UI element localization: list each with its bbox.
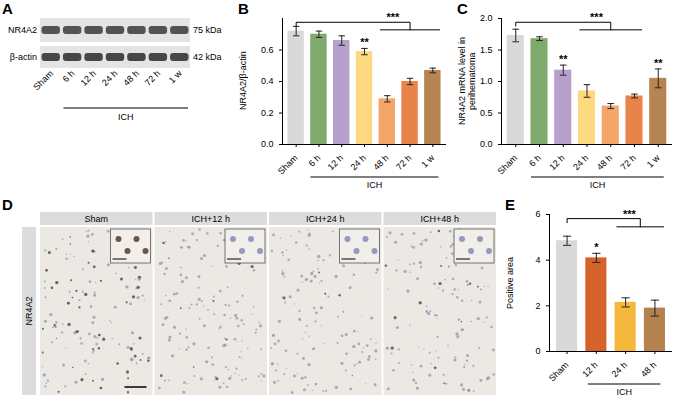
svg-text:0.6: 0.6: [261, 45, 274, 55]
html-text:B: B: [238, 0, 249, 17]
svg-text:**: **: [654, 57, 663, 69]
svg-text:ICH+48 h: ICH+48 h: [421, 214, 459, 224]
html-text:NR4A2/β-actin: NR4A2/β-actin: [238, 51, 248, 111]
svg-text:1 w: 1 w: [419, 152, 436, 169]
svg-text:6: 6: [535, 209, 540, 219]
svg-text:***: ***: [623, 208, 637, 220]
svg-text:72 h: 72 h: [618, 153, 637, 172]
svg-text:***: ***: [387, 11, 401, 23]
svg-text:6 h: 6 h: [61, 68, 77, 84]
svg-text:48 h: 48 h: [121, 68, 140, 87]
svg-text:24 h: 24 h: [571, 153, 590, 172]
svg-text:1 w: 1 w: [645, 152, 662, 169]
svg-text:0.2: 0.2: [261, 108, 274, 118]
svg-text:Sham: Sham: [496, 153, 520, 177]
svg-text:24 h: 24 h: [610, 360, 629, 379]
svg-text:0.5: 0.5: [480, 108, 493, 118]
svg-text:0.0: 0.0: [480, 139, 493, 149]
svg-text:**: **: [360, 36, 369, 48]
svg-text:*: *: [594, 241, 599, 253]
svg-text:Sham: Sham: [84, 214, 108, 224]
svg-text:ICH: ICH: [367, 180, 383, 190]
html-text:D: D: [2, 196, 13, 213]
svg-text:**: **: [559, 53, 568, 65]
svg-text:Sham: Sham: [276, 153, 300, 177]
svg-text:48 h: 48 h: [371, 153, 390, 172]
svg-text:Sham: Sham: [547, 360, 571, 384]
svg-text:12 h: 12 h: [326, 153, 345, 172]
svg-text:42 kDa: 42 kDa: [193, 52, 222, 62]
svg-text:2.0: 2.0: [480, 13, 493, 23]
svg-text:1.5: 1.5: [480, 45, 493, 55]
svg-text:48 h: 48 h: [639, 360, 658, 379]
html-text:E: E: [505, 196, 515, 213]
svg-text:12 h: 12 h: [580, 360, 599, 379]
svg-text:72 h: 72 h: [143, 68, 162, 87]
svg-text:4: 4: [535, 255, 540, 265]
svg-text:1.0: 1.0: [480, 76, 493, 86]
svg-text:NR4A2: NR4A2: [8, 25, 37, 35]
svg-text:12 h: 12 h: [547, 153, 566, 172]
svg-text:Sham: Sham: [31, 68, 55, 92]
svg-text:ICH: ICH: [616, 387, 632, 397]
svg-text:NR4A2: NR4A2: [24, 296, 34, 325]
html-text:NR4A2 mRNA level in perihemato: NR4A2 mRNA level in perihematoma: [457, 37, 477, 125]
svg-text:24 h: 24 h: [100, 68, 119, 87]
svg-text:6 h: 6 h: [527, 153, 543, 169]
svg-text:72 h: 72 h: [394, 153, 413, 172]
svg-text:***: ***: [590, 11, 604, 23]
svg-text:0: 0: [535, 346, 540, 356]
svg-text:75 kDa: 75 kDa: [193, 25, 222, 35]
svg-text:0.4: 0.4: [261, 76, 274, 86]
svg-text:48 h: 48 h: [595, 153, 614, 172]
svg-text:0.0: 0.0: [261, 139, 274, 149]
svg-text:2: 2: [535, 301, 540, 311]
svg-text:ICH: ICH: [590, 180, 606, 190]
svg-text:ICH+24 h: ICH+24 h: [306, 214, 344, 224]
svg-text:12 h: 12 h: [79, 68, 98, 87]
svg-text:ICH+12 h: ICH+12 h: [192, 214, 230, 224]
html-text:C: C: [457, 0, 468, 17]
svg-text:6 h: 6 h: [306, 153, 322, 169]
svg-text:1 w: 1 w: [167, 68, 184, 85]
svg-text:24 h: 24 h: [348, 153, 367, 172]
html-text:A: A: [2, 0, 13, 17]
svg-text:β-actin: β-actin: [10, 52, 37, 62]
html-text:Positive area: Positive area: [505, 256, 515, 309]
svg-text:ICH: ICH: [118, 112, 134, 122]
